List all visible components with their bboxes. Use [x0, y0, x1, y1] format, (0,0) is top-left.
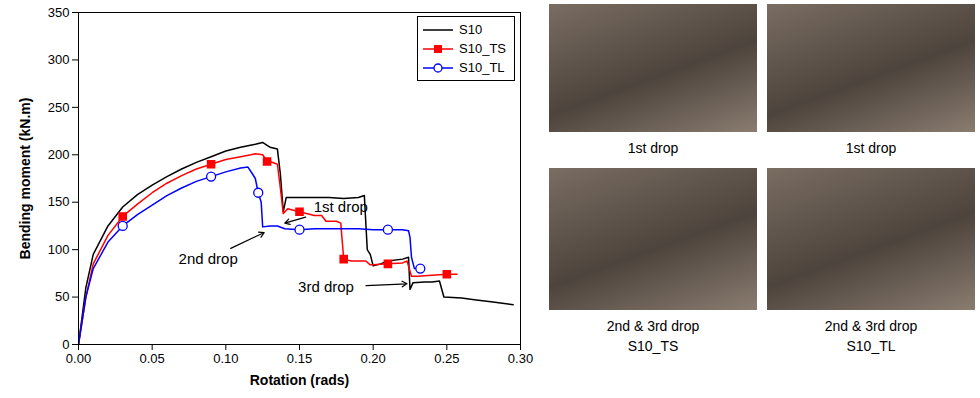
svg-text:50: 50 [55, 289, 69, 304]
svg-text:0.05: 0.05 [140, 351, 165, 366]
svg-text:0.15: 0.15 [287, 351, 312, 366]
html-text:S10_TL: S10_TL [846, 338, 896, 354]
svg-text:350: 350 [48, 5, 70, 20]
svg-text:300: 300 [48, 52, 70, 67]
svg-text:2nd drop: 2nd drop [179, 250, 238, 267]
svg-text:0.20: 0.20 [361, 351, 386, 366]
svg-text:0.10: 0.10 [213, 351, 238, 366]
html-text:2nd & 3rd drop: 2nd & 3rd drop [824, 318, 918, 334]
html-text:S10: S10 [459, 22, 483, 37]
svg-text:100: 100 [48, 242, 70, 257]
svg-text:1st drop: 1st drop [314, 198, 368, 215]
svg-text:250: 250 [48, 100, 70, 115]
svg-text:3rd drop: 3rd drop [298, 278, 354, 295]
svg-text:Rotation (rads): Rotation (rads) [250, 372, 350, 388]
html-text:2nd & 3rd drop: 2nd & 3rd drop [606, 318, 700, 334]
html-text:S10_TS: S10_TS [459, 41, 506, 56]
html-text:1st drop: 1st drop [627, 140, 679, 156]
svg-text:0: 0 [62, 337, 69, 352]
svg-text:200: 200 [48, 147, 70, 162]
svg-text:150: 150 [48, 194, 70, 209]
html-text:S10_TL: S10_TL [459, 60, 505, 75]
svg-text:0.00: 0.00 [66, 351, 91, 366]
svg-text:Bending moment (kN.m): Bending moment (kN.m) [17, 98, 33, 260]
svg-text:0.30: 0.30 [508, 351, 533, 366]
html-text:S10_TS: S10_TS [627, 338, 679, 354]
html-text:1st drop: 1st drop [845, 140, 897, 156]
svg-text:0.25: 0.25 [434, 351, 459, 366]
